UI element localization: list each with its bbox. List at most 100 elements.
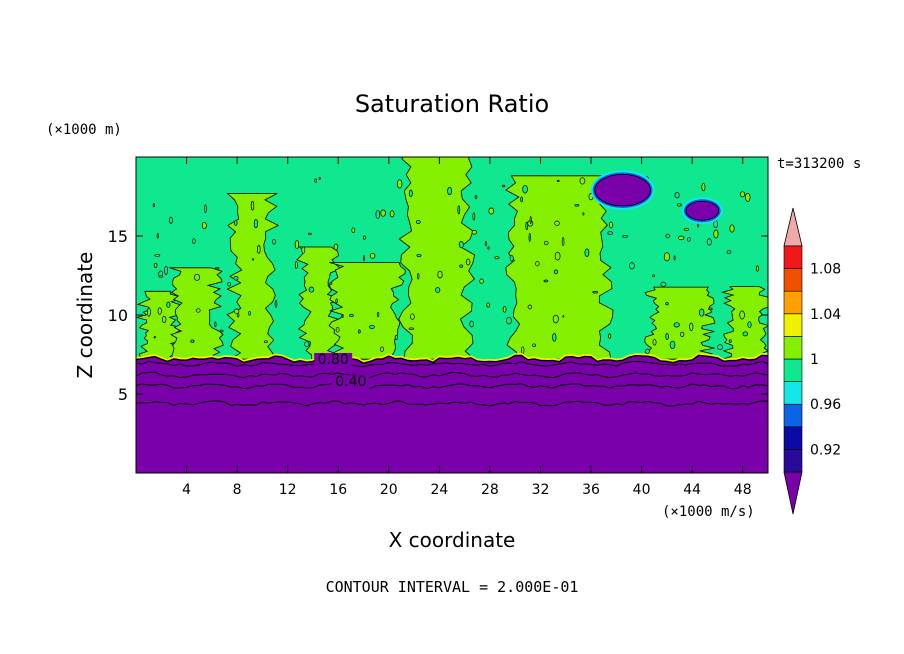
contour-blob	[301, 246, 306, 254]
colorbar-tick-label: 1	[810, 352, 819, 368]
contour-blob	[592, 291, 599, 294]
contour-line	[136, 360, 768, 368]
contour-blob	[728, 339, 732, 343]
inversion-fringe	[136, 352, 768, 363]
y-tick-label: 5	[118, 385, 128, 404]
contour-blob	[729, 224, 735, 233]
x-tick-label: 24	[430, 482, 448, 498]
contour-blob	[264, 340, 268, 344]
contour-blob	[673, 255, 676, 261]
contour-blob	[465, 258, 471, 266]
contour-blob	[486, 302, 490, 308]
filament-band	[644, 286, 716, 360]
contour-blob	[227, 282, 232, 287]
contour-blob	[679, 331, 685, 337]
contour-blob	[314, 178, 318, 183]
contour-blob	[215, 267, 220, 270]
contour-blob	[369, 324, 375, 329]
colorbar-swatch	[783, 245, 803, 269]
contour-blob	[673, 322, 680, 328]
contour-blob	[195, 308, 201, 313]
contour-blob	[271, 239, 277, 245]
contour-blob	[471, 230, 478, 235]
colorbar-tick-label: 1.08	[810, 262, 841, 278]
filament-band	[720, 286, 768, 360]
contour-blob	[607, 231, 614, 235]
x-axis-label: X coordinate	[389, 528, 516, 552]
contour-blob	[552, 314, 559, 324]
contour-blob	[532, 343, 536, 348]
contour-blob	[520, 196, 523, 203]
contour-blob	[435, 287, 441, 293]
contour-blob	[234, 219, 238, 226]
colorbar-tick-label: 1.04	[810, 307, 841, 323]
contour-blob	[376, 311, 380, 318]
contour-blob	[458, 241, 464, 249]
x-axis-ticks: 4 8 12 16 20 24 28 32 36 40 44 48	[182, 157, 752, 498]
pocket-core	[594, 173, 651, 207]
contour-blob	[164, 265, 169, 275]
contour-blob	[166, 301, 171, 308]
contour-blob	[708, 307, 713, 311]
contour-blob	[739, 310, 745, 320]
y-unit-label: (×1000 m)	[46, 122, 122, 138]
contour-blob	[706, 238, 712, 246]
contour-blob	[699, 308, 705, 317]
contour-blob	[250, 201, 255, 211]
x-tick-label: 44	[683, 482, 701, 498]
contour-blob	[153, 262, 158, 268]
filament-band	[398, 157, 476, 360]
contour-blob	[389, 210, 395, 218]
contour-blob	[674, 192, 680, 199]
y-axis-label: Z coordinate	[73, 252, 97, 379]
contour-blob	[248, 310, 251, 316]
contour-blob	[554, 220, 560, 226]
x-tick-label: 8	[233, 482, 242, 498]
contour-blob	[329, 282, 333, 285]
contour-interval-footer: CONTOUR INTERVAL = 2.000E-01	[326, 578, 579, 596]
contour-blob	[204, 204, 207, 214]
contour-blob	[375, 209, 381, 220]
contour-blob	[543, 240, 549, 246]
colorbar-swatch	[783, 449, 803, 473]
contour-blob	[335, 326, 340, 333]
chart-title: Saturation Ratio	[355, 90, 549, 118]
x-tick-label: 32	[532, 482, 550, 498]
contour-blob	[394, 335, 399, 340]
colorbar-swatch	[783, 336, 803, 360]
contour-blob	[417, 273, 420, 280]
subsaturated-lower-layer	[136, 352, 768, 473]
contour-blob	[158, 275, 164, 278]
contour-blob	[584, 248, 590, 257]
contour-blob	[665, 302, 669, 306]
contour-blob	[308, 286, 315, 293]
x-tick-label: 4	[182, 482, 191, 498]
contour-blob	[233, 308, 240, 314]
contour-blob	[669, 340, 676, 350]
contour-blob	[457, 205, 461, 215]
contour-blob	[415, 219, 421, 225]
contour-blob	[506, 316, 512, 325]
inversion-edge-contour	[136, 354, 768, 364]
contour-blob	[676, 203, 682, 207]
contour-blob	[294, 261, 298, 269]
contour-blob	[487, 246, 490, 250]
contour-line	[136, 371, 768, 379]
contour-line	[136, 382, 768, 390]
contour-blob	[479, 278, 484, 284]
contour-blob	[303, 341, 310, 347]
contour-blob	[157, 307, 162, 315]
x-tick-label: 40	[633, 482, 651, 498]
contour-blob	[579, 177, 586, 185]
contour-blob	[522, 184, 528, 194]
contour-blob	[153, 335, 156, 339]
time-label: t=313200 s	[777, 156, 861, 172]
contour-blob	[146, 307, 151, 317]
contour-blob	[380, 209, 386, 217]
contour-blob	[307, 232, 312, 236]
colorbar-swatch	[783, 381, 803, 405]
contour-blob	[535, 261, 540, 267]
contour-blob	[380, 346, 384, 352]
contour-blob	[474, 195, 478, 200]
